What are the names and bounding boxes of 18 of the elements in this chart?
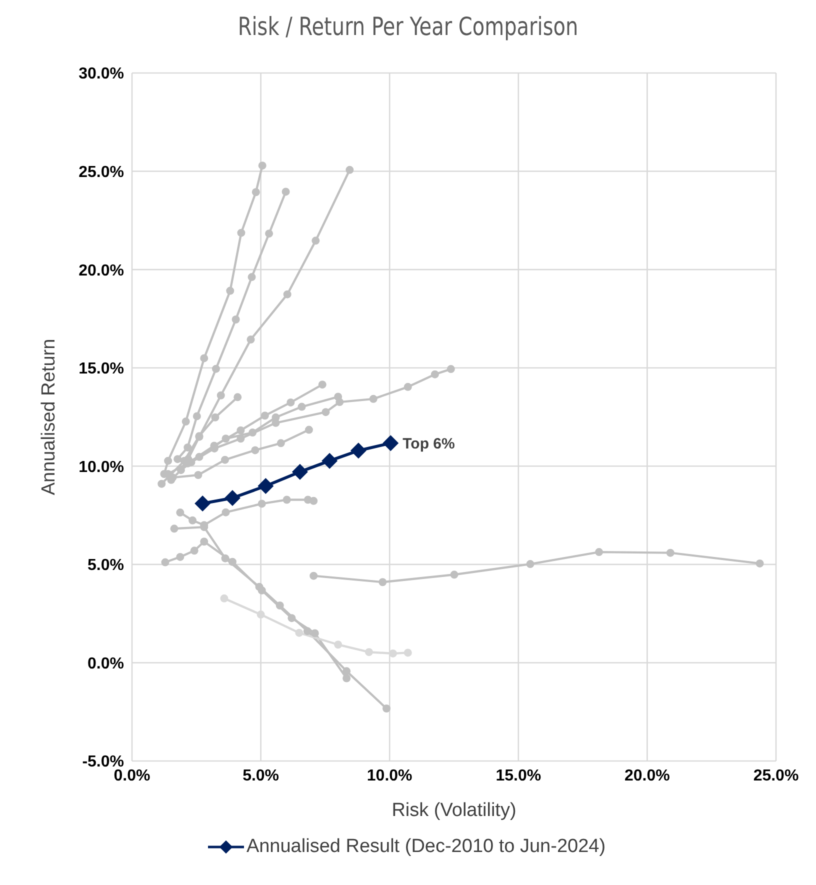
- x-tick-label: 5.0%: [242, 767, 280, 784]
- y-axis-title: Annualised Return: [38, 338, 60, 496]
- x-tick-label: 0.0%: [114, 767, 150, 784]
- legend-label: Annualised Result (Dec-2010 to Jun-2024): [246, 836, 606, 858]
- x-tick-label: 20.0%: [624, 767, 670, 784]
- y-tick-label: 5.0%: [88, 557, 124, 574]
- y-tick-label: 0.0%: [88, 655, 124, 672]
- y-tick-label: 10.0%: [78, 458, 124, 476]
- y-tick-label: 25.0%: [78, 164, 124, 181]
- y-tick-label: 30.0%: [78, 66, 124, 83]
- x-tick-label: 15.0%: [496, 767, 542, 784]
- x-axis-title: Risk (Volatility): [392, 800, 516, 821]
- chart-title: Risk / Return Per Year Comparison: [236, 12, 580, 41]
- y-tick-label: 15.0%: [78, 360, 124, 378]
- y-tick-label: 20.0%: [78, 262, 124, 280]
- x-tick-label: 10.0%: [366, 767, 412, 784]
- x-tick-label: 25.0%: [753, 767, 799, 784]
- annotation: Top 6%: [402, 435, 455, 452]
